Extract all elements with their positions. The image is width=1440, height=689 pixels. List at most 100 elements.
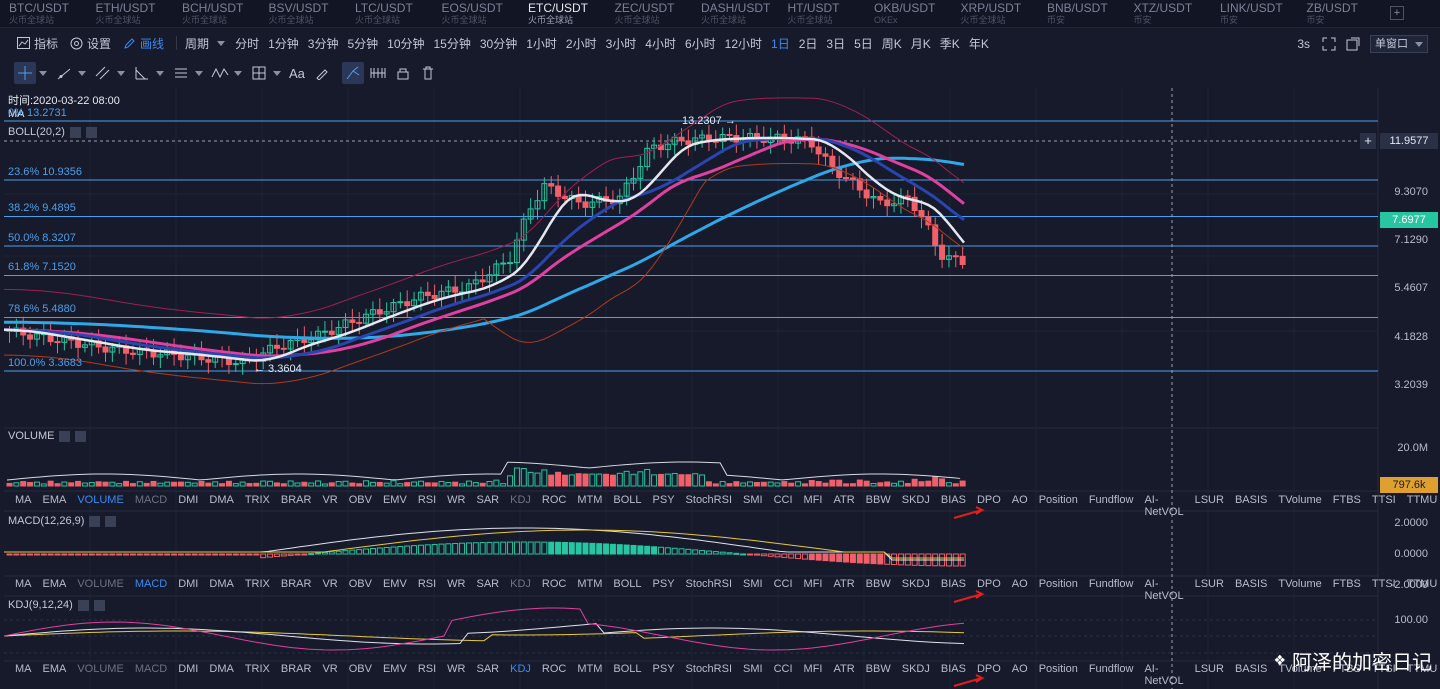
indicator-option[interactable]: WR	[447, 663, 465, 680]
chevron-down-icon[interactable]	[78, 71, 86, 76]
indicator-option[interactable]: VR	[322, 663, 337, 680]
timeframe-option[interactable]: 季K	[940, 35, 960, 52]
indicator-option[interactable]: PSY	[653, 578, 675, 595]
horizontal-line-tool[interactable]	[170, 62, 192, 84]
indicator-option[interactable]: SMI	[743, 578, 763, 595]
timeframe-option[interactable]: 周K	[882, 35, 902, 52]
indicator-option[interactable]: DMA	[209, 578, 233, 595]
settings-button[interactable]: 设置	[70, 35, 111, 52]
pair-tab-ltc[interactable]: LTC/USDT 火币全球站	[346, 0, 433, 28]
indicator-option[interactable]: KDJ	[510, 494, 531, 511]
pair-tab-eth[interactable]: ETH/USDT 火币全球站	[87, 0, 174, 28]
indicator-option[interactable]: VR	[322, 494, 337, 511]
pair-tab-bch[interactable]: BCH/USDT 火币全球站	[173, 0, 260, 28]
timeframe-option[interactable]: 30分钟	[480, 35, 517, 52]
indicator-option[interactable]: RSI	[418, 663, 436, 680]
indicator-option[interactable]: PSY	[653, 663, 675, 680]
indicator-option[interactable]: EMA	[43, 578, 67, 595]
indicator-option[interactable]: ATR	[833, 494, 854, 511]
trend-line-tool[interactable]	[53, 62, 75, 84]
fullscreen-icon[interactable]	[1322, 37, 1336, 51]
chart-canvas[interactable]	[4, 88, 1440, 689]
indicator-option[interactable]: SKDJ	[902, 578, 930, 595]
indicator-option[interactable]: SMI	[743, 494, 763, 511]
indicator-option[interactable]: SKDJ	[902, 494, 930, 511]
indicator-option[interactable]: ROC	[542, 578, 566, 595]
indicator-option[interactable]: WR	[447, 578, 465, 595]
chevron-down-icon[interactable]	[117, 71, 125, 76]
timeframe-option[interactable]: 3日	[826, 35, 845, 52]
indicator-option[interactable]: MTM	[577, 494, 602, 511]
volume-tag[interactable]: VOLUME	[8, 430, 86, 442]
indicator-button[interactable]: 指标	[17, 35, 58, 52]
boll-tag[interactable]: BOLL(20,2)	[8, 126, 97, 138]
indicator-option[interactable]: KDJ	[510, 578, 531, 595]
crosshair-tool[interactable]	[14, 62, 36, 84]
pair-tab-xrp[interactable]: XRP/USDT 火币全球站	[952, 0, 1039, 28]
timeframe-option[interactable]: 6小时	[685, 35, 716, 52]
settings-icon[interactable]	[78, 600, 89, 611]
indicator-option[interactable]: SAR	[476, 494, 499, 511]
indicator-option[interactable]: MA	[15, 494, 32, 511]
add-pair-button[interactable]: +	[1390, 6, 1404, 20]
indicator-option[interactable]: MACD	[135, 578, 167, 595]
indicator-option[interactable]: EMA	[43, 663, 67, 680]
indicator-option[interactable]: BOLL	[613, 663, 641, 680]
indicator-option[interactable]: DMA	[209, 494, 233, 511]
indicator-option[interactable]: DMI	[178, 578, 198, 595]
indicator-option[interactable]: KDJ	[510, 663, 531, 680]
indicator-option[interactable]: BBW	[866, 578, 891, 595]
indicator-option[interactable]: Position	[1039, 578, 1078, 595]
timeframe-option[interactable]: 2小时	[566, 35, 597, 52]
popout-icon[interactable]	[1346, 37, 1360, 51]
wave-tool[interactable]	[209, 62, 231, 84]
chevron-down-icon[interactable]	[39, 71, 47, 76]
indicator-option[interactable]: CCI	[774, 494, 793, 511]
chart-area[interactable]: 时间:2020-03-22 08:00 MA BOLL(20,2) 0% 13.…	[4, 88, 1440, 689]
indicator-option[interactable]: BRAR	[281, 578, 312, 595]
indicator-option[interactable]: MACD	[135, 494, 167, 511]
timeframe-option[interactable]: 5分钟	[347, 35, 378, 52]
indicator-option[interactable]: AI-NetVOL	[1144, 663, 1183, 680]
fibonacci-tool[interactable]	[131, 62, 153, 84]
indicator-option[interactable]: MTM	[577, 578, 602, 595]
indicator-option[interactable]: MFI	[804, 578, 823, 595]
timeframe-option[interactable]: 15分钟	[434, 35, 471, 52]
parallel-channel-tool[interactable]	[92, 62, 114, 84]
indicator-option[interactable]: DMI	[178, 494, 198, 511]
indicator-option[interactable]: AO	[1012, 663, 1028, 680]
indicator-option[interactable]: Position	[1039, 494, 1078, 511]
indicator-option[interactable]: DPO	[977, 663, 1001, 680]
indicator-option[interactable]: BRAR	[281, 663, 312, 680]
indicator-option[interactable]: VOLUME	[77, 578, 123, 595]
indicator-option[interactable]: FTBS	[1333, 494, 1361, 511]
indicator-option[interactable]: RSI	[418, 578, 436, 595]
timeframe-option[interactable]: 月K	[911, 35, 931, 52]
indicator-option[interactable]: Fundflow	[1089, 494, 1134, 511]
chevron-down-icon[interactable]	[195, 71, 203, 76]
indicator-option[interactable]: FTBS	[1333, 578, 1361, 595]
indicator-option[interactable]: ROC	[542, 663, 566, 680]
timeframe-option[interactable]: 4小时	[645, 35, 676, 52]
brush-tool[interactable]	[311, 62, 333, 84]
text-tool[interactable]: Aa	[289, 66, 305, 81]
indicator-option[interactable]: AO	[1012, 578, 1028, 595]
indicator-option[interactable]: DMA	[209, 663, 233, 680]
indicator-option[interactable]: PSY	[653, 494, 675, 511]
indicator-option[interactable]: Fundflow	[1089, 578, 1134, 595]
settings-icon[interactable]	[59, 431, 70, 442]
indicator-option[interactable]: TTSI	[1372, 494, 1396, 511]
indicator-option[interactable]: TVolume	[1278, 578, 1321, 595]
lock-tool[interactable]	[392, 62, 414, 84]
indicator-option[interactable]: MA	[15, 663, 32, 680]
indicator-option[interactable]: VOLUME	[77, 663, 123, 680]
indicator-option[interactable]: DPO	[977, 578, 1001, 595]
indicator-option[interactable]: ATR	[833, 578, 854, 595]
pair-tab-ht[interactable]: HT/USDT 火币全球站	[779, 0, 866, 28]
indicator-option[interactable]: TTMU	[1407, 494, 1438, 511]
indicator-option[interactable]: ROC	[542, 494, 566, 511]
indicator-option[interactable]: StochRSI	[686, 663, 732, 680]
indicator-option[interactable]: DMI	[178, 663, 198, 680]
indicator-option[interactable]: BOLL	[613, 578, 641, 595]
pair-tab-okb[interactable]: OKB/USDT OKEx	[865, 0, 952, 28]
